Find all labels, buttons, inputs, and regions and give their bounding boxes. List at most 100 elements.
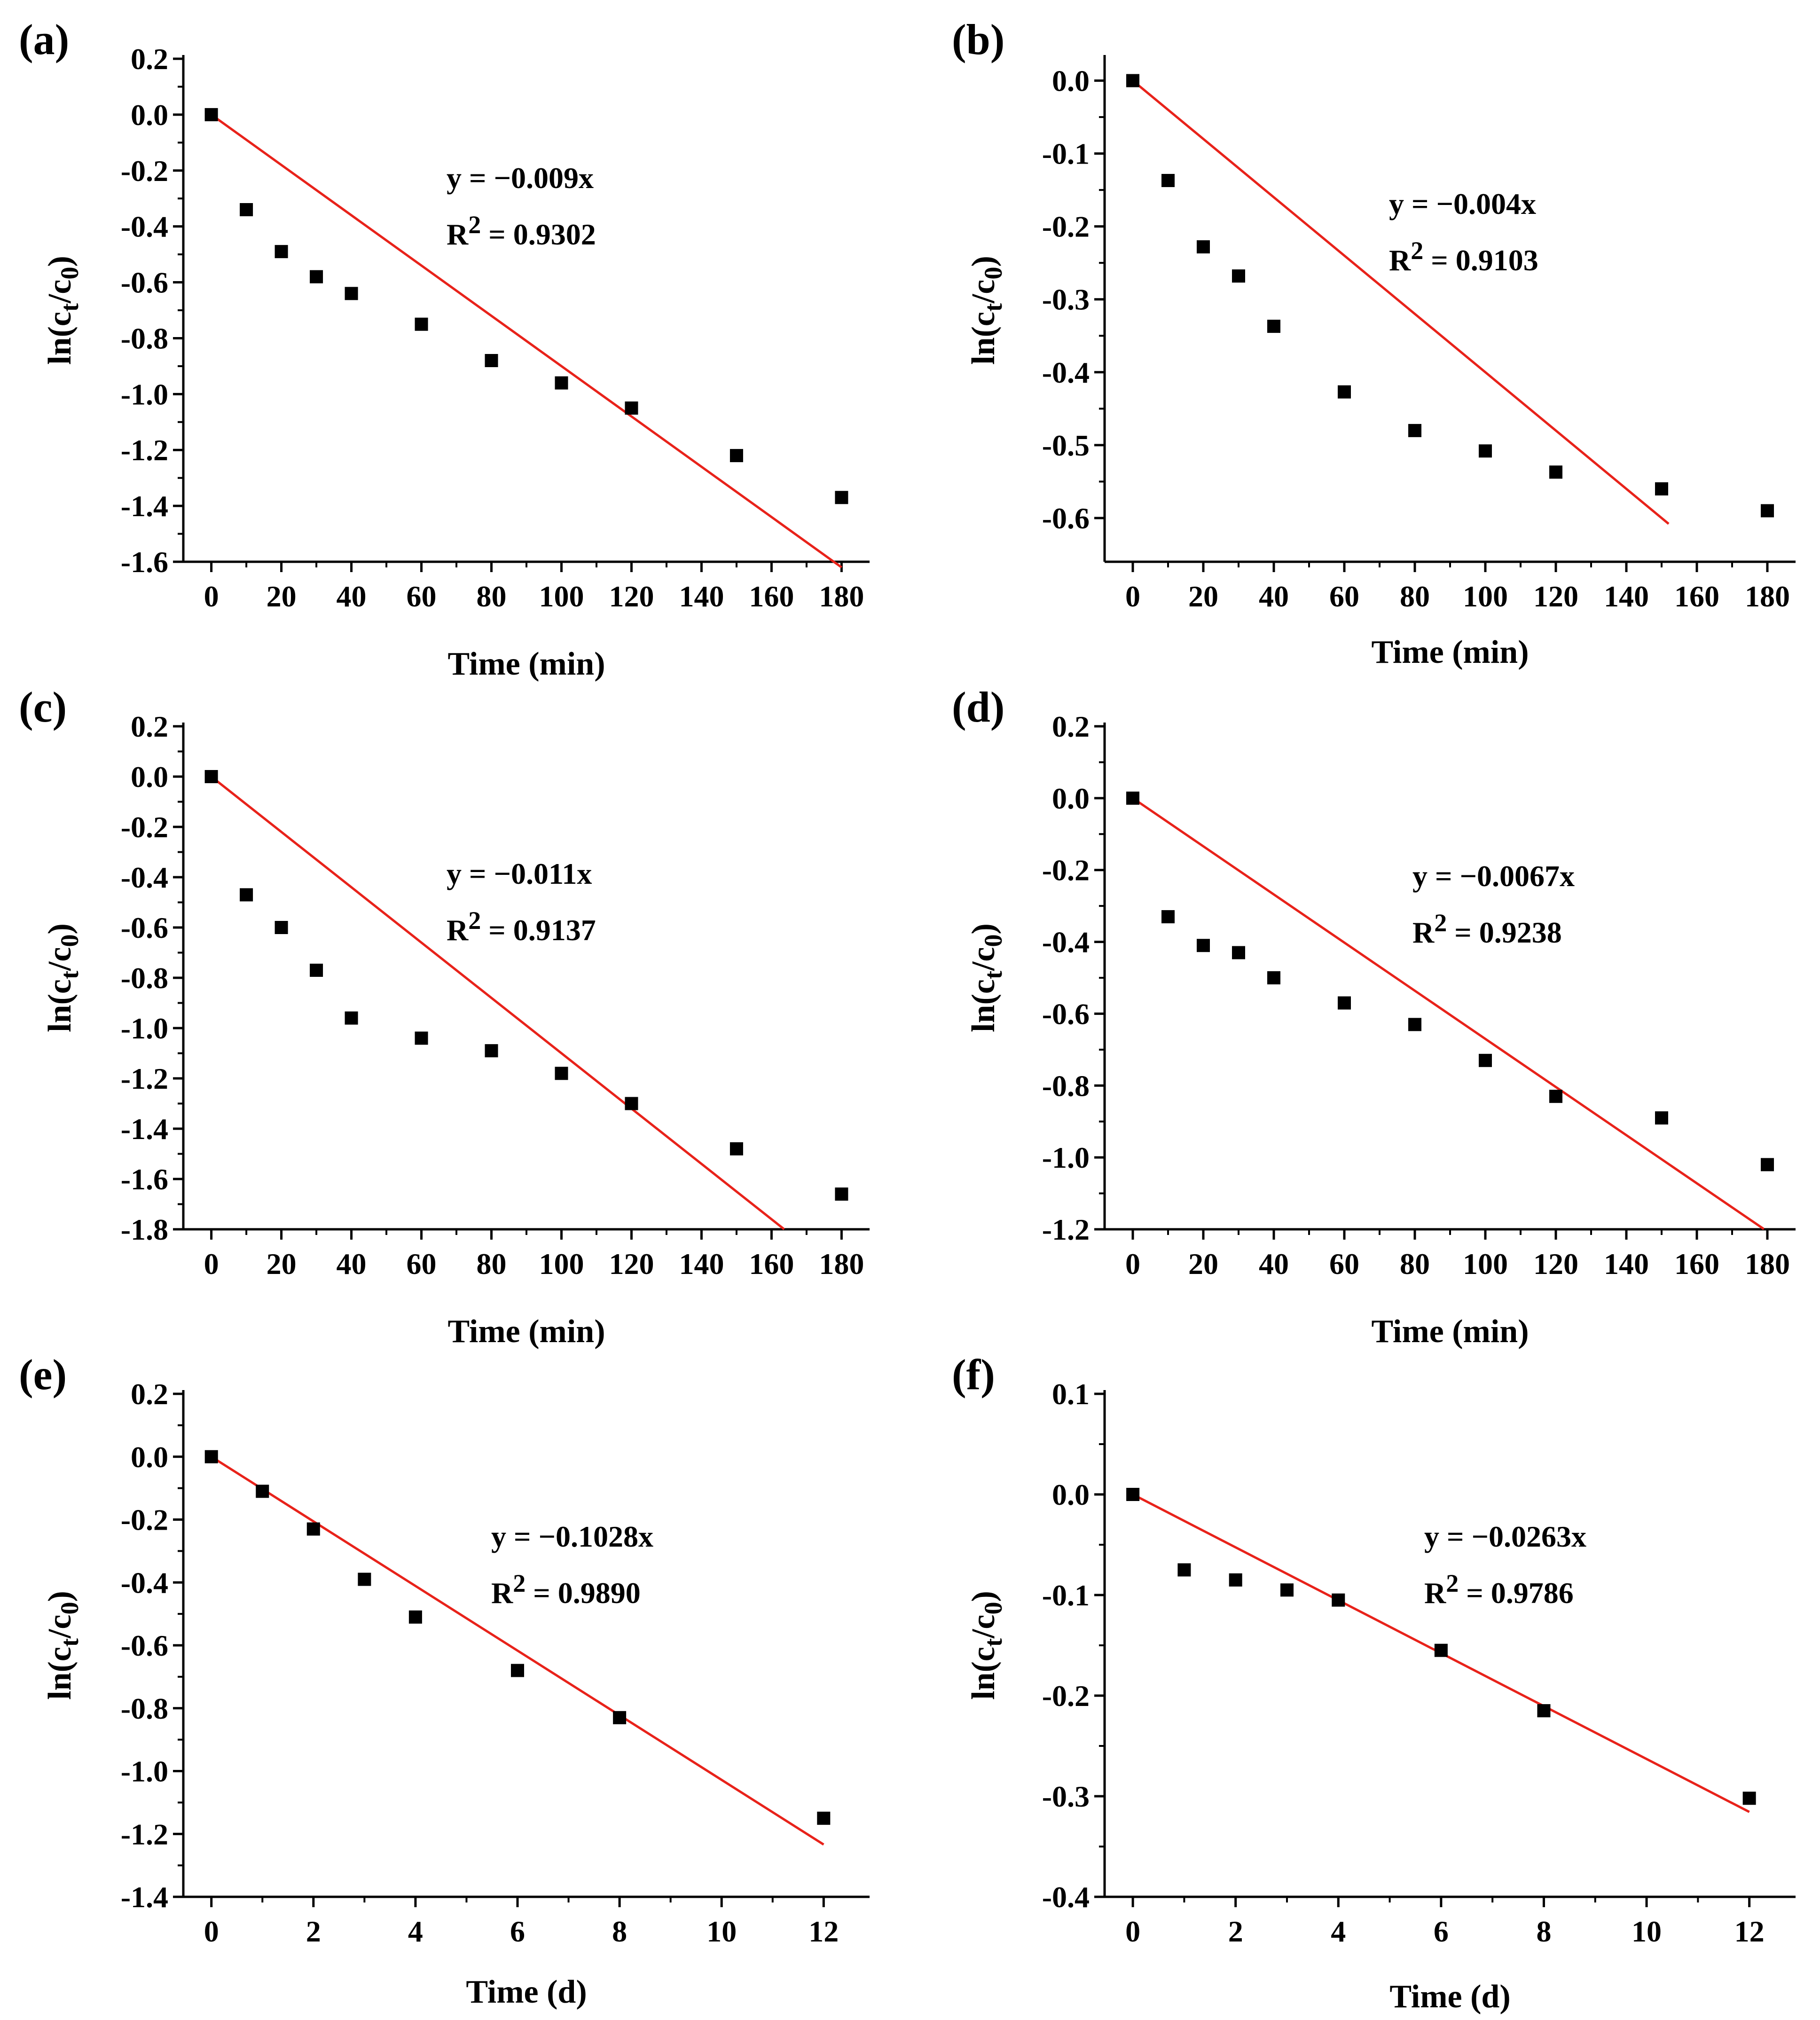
y-tick-label: 0.0 [1052,1478,1090,1511]
data-point [1332,1593,1345,1607]
data-point [1229,1573,1242,1587]
data-point [1197,240,1210,254]
data-point [310,963,323,977]
y-tick-label: -0.4 [1042,356,1090,389]
fit-line [1132,797,1765,1230]
y-axis-title: ln(ct/c0) [965,256,1007,365]
fit-equation: y = −0.004x [1389,187,1536,220]
y-axis-title: ln(ct/c0) [965,1591,1007,1700]
data-point [835,491,848,504]
y-tick-label: -0.6 [1042,502,1090,535]
data-point [555,376,568,390]
x-tick-label: 100 [1463,1247,1508,1281]
y-tick-label: -1.6 [121,1163,168,1196]
x-axis-title: Time (min) [447,646,605,682]
x-tick-label: 0 [204,580,219,613]
x-tick-label: 0 [1125,580,1140,613]
data-point [1549,1090,1562,1103]
y-tick-label: -1.4 [121,1112,168,1146]
data-point [345,1011,358,1025]
data-point [415,1031,428,1045]
x-tick-label: 12 [1734,1915,1765,1948]
x-tick-label: 100 [539,1247,584,1281]
data-point [1267,971,1280,984]
data-point [275,921,288,934]
y-tick-label: -0.2 [1042,1679,1090,1713]
x-tick-label: 160 [749,580,794,613]
x-tick-label: 4 [408,1915,423,1948]
y-tick-label: -1.0 [121,377,168,411]
data-point [613,1711,627,1724]
y-tick-label: 0.0 [131,1440,168,1474]
x-tick-label: 120 [1533,580,1578,613]
data-point [1177,1563,1191,1577]
data-point [835,1187,848,1201]
panel-d: (d) 0.2 0.0 -0.2 -0.4 -0.6 -0.8 -1.0 -1.2 0 20 40 60… [952,683,1796,1350]
y-axis-title: ln(ct/c0) [42,256,84,365]
fit-line [211,113,842,568]
data-point [1655,482,1668,495]
y-tick-label: -0.2 [121,1503,168,1537]
fit-line [211,1455,824,1846]
data-point [1197,939,1210,952]
y-tick-label: -0.2 [1042,854,1090,887]
data-point [1338,996,1351,1010]
x-tick-label: 6 [1434,1915,1449,1948]
data-point [1232,269,1245,283]
panel-label: (d) [952,683,1004,731]
y-tick-label: -1.2 [121,433,168,467]
data-point [275,245,288,259]
x-tick-label: 40 [1259,1247,1289,1281]
data-point [204,770,218,783]
x-tick-label: 180 [819,1247,864,1281]
y-tick-label: 0.0 [131,98,168,132]
y-tick-label: 0.0 [1052,64,1090,98]
data-point [408,1610,422,1624]
x-tick-label: 140 [1604,580,1649,613]
data-point [1280,1583,1294,1597]
y-tick-label: -1.2 [121,1817,168,1851]
data-point [485,1044,498,1058]
y-axis-title: ln(ct/c0) [42,1591,84,1700]
data-point [256,1485,269,1498]
data-point [1338,385,1351,399]
y-tick-label: -1.2 [121,1062,168,1095]
x-tick-label: 0 [204,1247,219,1281]
y-tick-label: 0.0 [1052,782,1090,815]
y-tick-label: -0.6 [1042,997,1090,1030]
fit-r-squared: R2 = 0.9786 [1424,1569,1574,1610]
x-tick-label: 0 [1125,1915,1140,1948]
x-tick-label: 6 [510,1915,525,1948]
x-tick-label: 2 [1228,1915,1243,1948]
data-point [625,1097,638,1110]
panel-c: (c) 0.2 0.0 -0.2 -0.4 -0.6 -0.8 -1.0 -1.2 -1.4 -1.… [19,683,870,1350]
x-axis-title: Time (min) [1371,634,1529,670]
x-tick-label: 80 [477,1247,507,1281]
data-point [1761,1158,1774,1171]
data-point [730,449,743,463]
data-point [240,203,253,216]
x-tick-label: 180 [1745,580,1790,613]
y-tick-label: -0.6 [121,1629,168,1662]
x-tick-label: 120 [609,1247,654,1281]
y-tick-label: 0.2 [131,1377,168,1411]
x-axis-title: Time (d) [466,1974,587,2010]
data-point [1479,444,1492,458]
y-tick-label: 0.1 [1052,1377,1090,1411]
data-point [730,1142,743,1155]
x-tick-label: 100 [1463,580,1508,613]
y-tick-label: -0.4 [121,861,168,894]
x-axis-title: Time (d) [1389,1979,1510,2015]
y-tick-label: -0.6 [121,911,168,944]
y-axis-title: ln(ct/c0) [965,923,1007,1032]
data-point [555,1067,568,1080]
x-tick-label: 120 [1533,1247,1578,1281]
panel-label: (c) [19,683,67,731]
panel-f: (f) 0.1 0.0 -0.1 -0.2 -0.3 -0.4 0 2 4 6 8 10 12 Time (… [952,1351,1796,2015]
fit-equation: y = −0.0263x [1424,1520,1586,1553]
y-tick-label: -0.4 [1042,926,1090,959]
x-tick-label: 10 [706,1915,737,1948]
y-tick-label: 0.2 [131,710,168,743]
fit-equation: y = −0.009x [447,161,594,195]
data-point [204,1450,218,1463]
